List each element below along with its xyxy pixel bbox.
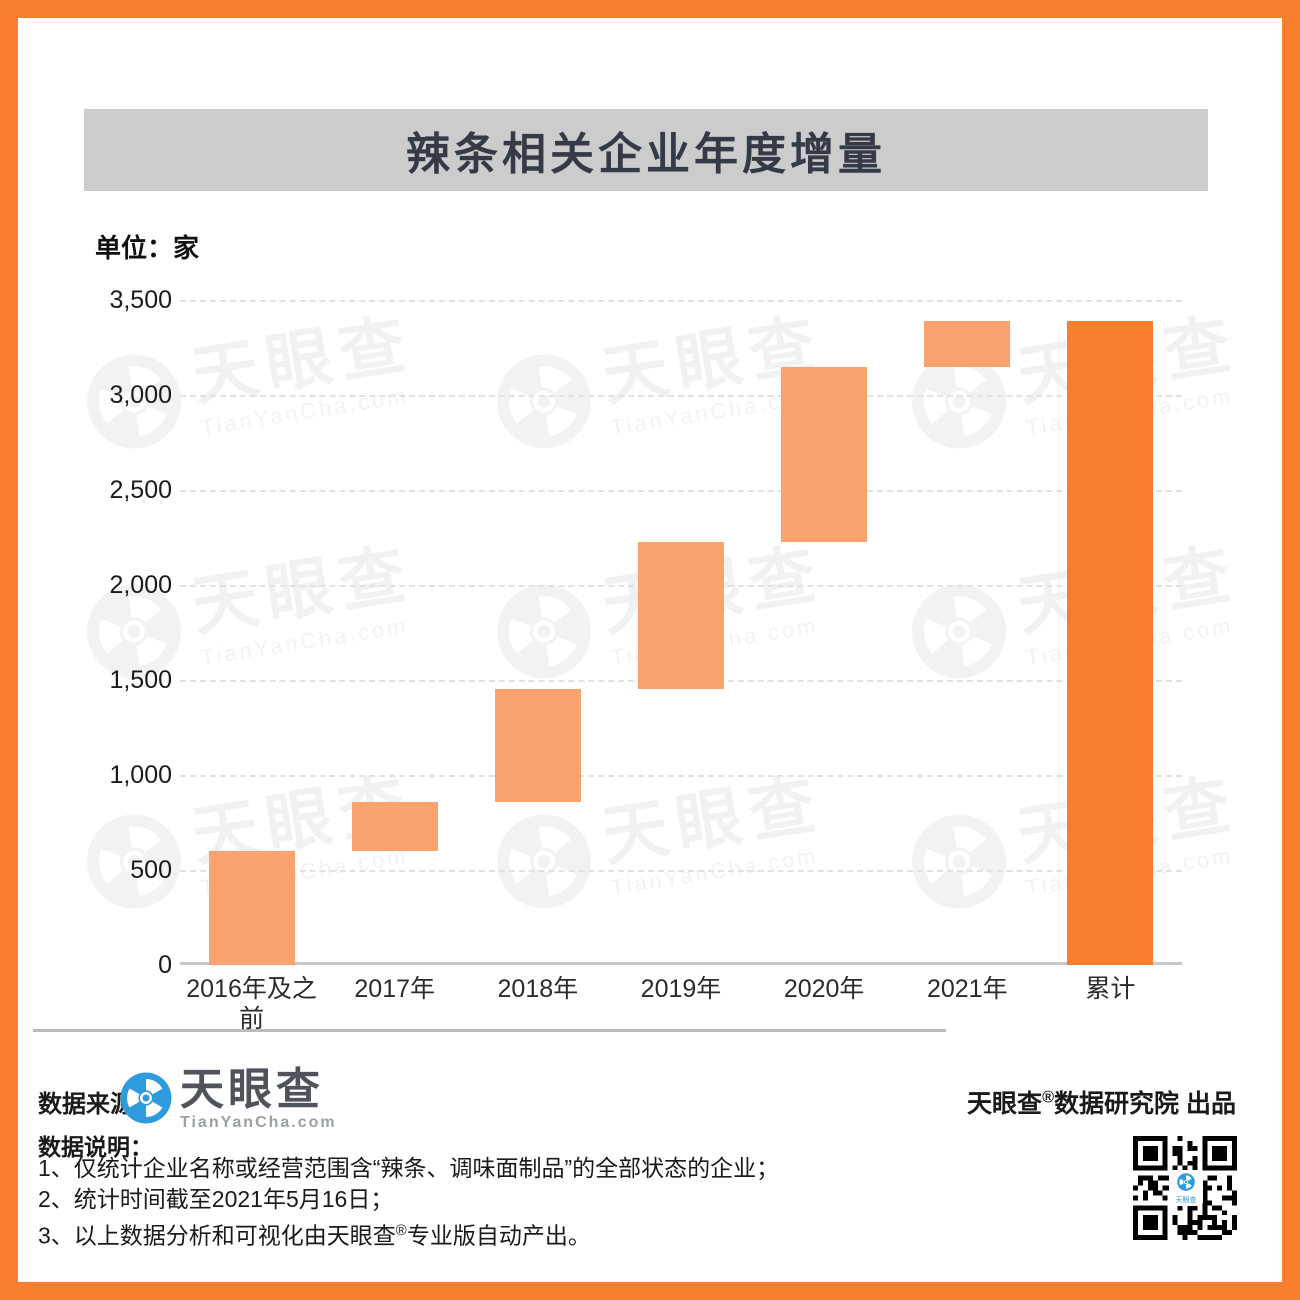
waterfall-bar-2018年 [494, 688, 581, 802]
y-tick-label: 0 [158, 951, 172, 979]
y-tick-label: 1,500 [109, 666, 172, 694]
brand-domain: TianYanCha.com [180, 1114, 337, 1131]
waterfall-bar-2021年 [924, 320, 1011, 368]
qr-center-logo: 天眼查 [1169, 1170, 1203, 1206]
gridline-1000 [180, 775, 1182, 777]
waterfall-bar-2020年 [781, 367, 868, 543]
y-tick-label: 500 [130, 856, 172, 884]
waterfall-bar-2016年及之前 [208, 851, 295, 965]
producer-credit: 天眼查®数据研究院 出品 [967, 1088, 1236, 1118]
gridline-3500 [180, 300, 1182, 302]
waterfall-bar-累计 [1067, 320, 1154, 965]
tianyancha-logo: 天眼查 TianYanCha.com [120, 1068, 337, 1132]
chart-title-bar: 辣条相关企业年度增量 [84, 109, 1208, 191]
y-tick-label: 2,500 [109, 476, 172, 504]
gridline-3000 [180, 395, 1182, 397]
qr-brand-label: 天眼查 [1175, 1196, 1197, 1204]
x-tick-label: 2021年 [926, 975, 1008, 1003]
registered-mark: ® [395, 1222, 407, 1239]
footer-divider [33, 1029, 946, 1032]
data-notes-label: 数据说明： [38, 1134, 153, 1160]
gridline-500 [180, 870, 1182, 872]
data-note-line: 3、以上数据分析和可视化由天眼查®专业版自动产出。 [38, 1222, 591, 1249]
x-tick-label: 2017年 [354, 975, 436, 1003]
y-tick-label: 2,000 [109, 571, 172, 599]
x-tick-label: 2018年 [497, 975, 579, 1003]
waterfall-bar-2017年 [351, 801, 438, 851]
tianyancha-swirl-icon [120, 1072, 172, 1129]
waterfall-chart [180, 300, 1182, 965]
brand-name: 天眼查 [180, 1065, 324, 1114]
qr-code: 天眼查 [1133, 1136, 1237, 1240]
gridline-2500 [180, 490, 1182, 492]
qr-swirl-icon [1177, 1172, 1195, 1196]
y-tick-label: 1,000 [109, 761, 172, 789]
x-tick-label: 累计 [1085, 975, 1136, 1003]
x-tick-label: 2020年 [783, 975, 865, 1003]
data-note-line: 2、统计时间截至2021年5月16日； [38, 1186, 394, 1212]
data-notes: 1、仅统计企业名称或经营范围含“辣条、调味面制品”的全部状态的企业； 2、统计时间… [38, 1153, 780, 1249]
page-title: 辣条相关企业年度增量 [406, 130, 886, 179]
waterfall-bar-2019年 [638, 542, 724, 689]
y-tick-label: 3,500 [109, 286, 172, 314]
data-note-line: 1、仅统计企业名称或经营范围含“辣条、调味面制品”的全部状态的企业； [38, 1155, 780, 1181]
unit-label: 单位：家 [95, 233, 200, 263]
x-tick-label: 2016年及之前 [186, 975, 317, 1033]
y-tick-label: 3,000 [109, 381, 172, 409]
registered-mark: ® [1042, 1088, 1055, 1107]
x-tick-label: 2019年 [640, 975, 722, 1003]
